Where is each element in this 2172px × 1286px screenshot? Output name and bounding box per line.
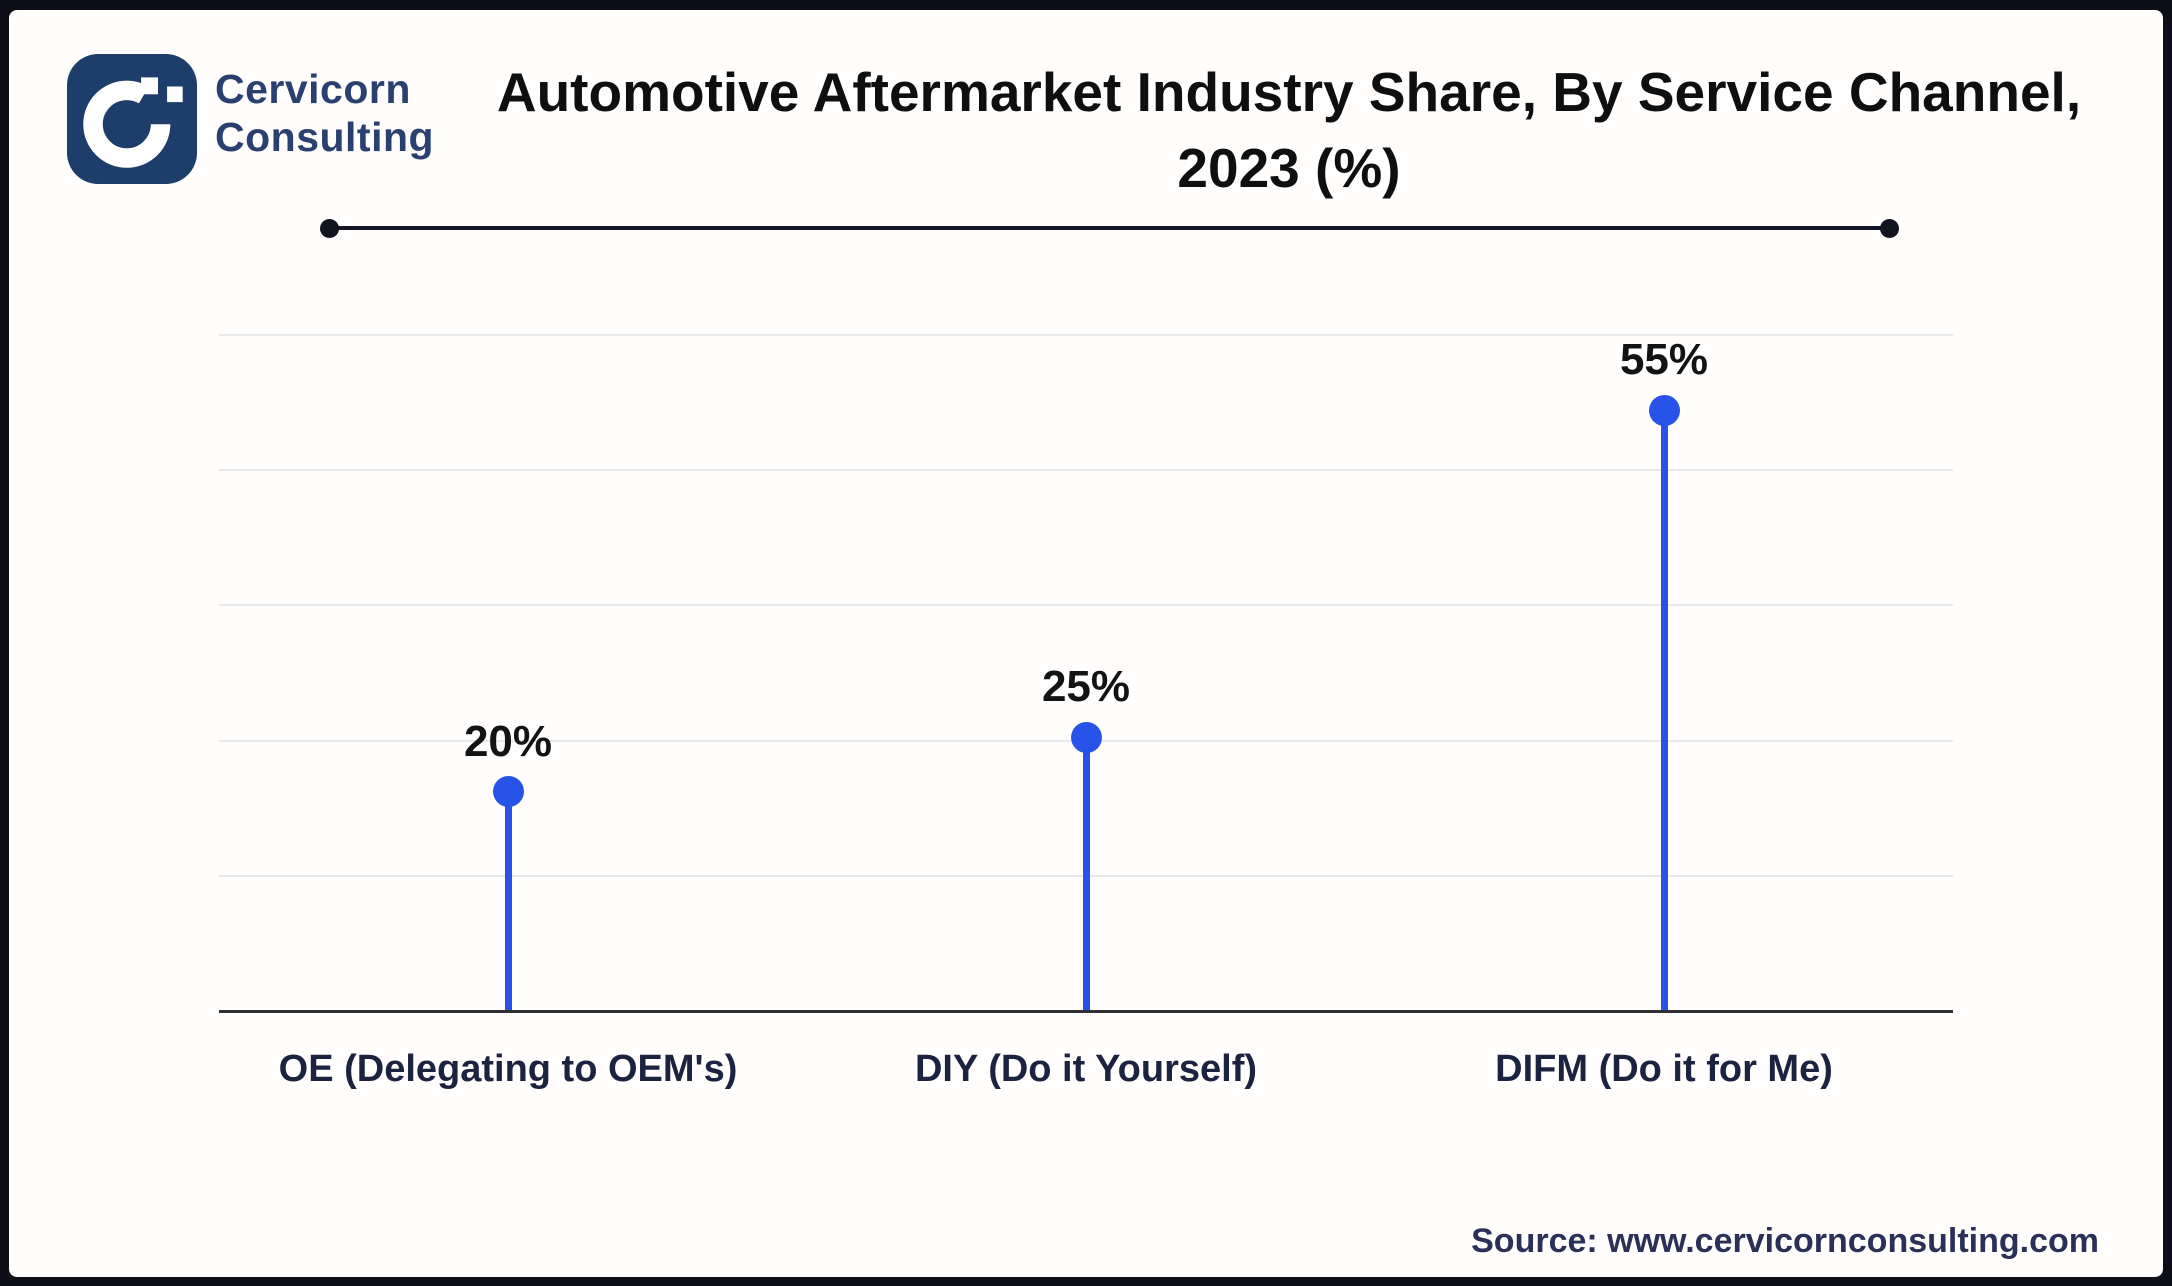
lollipop-stem (1660, 410, 1668, 1010)
category-label: DIY (Do it Yourself) (914, 1048, 1258, 1090)
divider-left-dot (320, 219, 339, 238)
infographic-canvas: Cervicorn Consulting Automotive Aftermar… (9, 10, 2163, 1277)
gridline (219, 334, 1953, 336)
gridline (219, 604, 1953, 607)
value-label: 25% (1041, 662, 1131, 712)
value-label: 20% (463, 716, 553, 766)
title-line2: 2023 (%) (1177, 137, 1401, 199)
cervicorn-logo-icon (67, 54, 197, 184)
x-axis-line (219, 1010, 1953, 1013)
gridline (219, 469, 1953, 472)
title-line1: Automotive Aftermarket Industry Share, B… (496, 61, 2082, 123)
lollipop-stem (1082, 737, 1090, 1010)
value-label: 55% (1619, 335, 1709, 385)
lollipop-dot (1648, 394, 1680, 426)
page-title: Automotive Aftermarket Industry Share, B… (439, 54, 2139, 206)
source-text: Source: www.cervicornconsulting.com (1471, 1222, 2099, 1260)
category-label: DIFM (Do it for Me) (1495, 1048, 1833, 1090)
title-divider-line (329, 226, 1889, 230)
brand-line2: Consulting (215, 114, 435, 160)
lollipop-stem (504, 791, 512, 1010)
brand-wordmark: Cervicorn Consulting (215, 65, 434, 161)
chart-plot-area: 20% OE (Delegating to OEM's) 25% DIY (Do it… (219, 334, 1953, 1090)
lollipop-dot (492, 776, 524, 808)
brand-line1: Cervicorn (215, 66, 411, 112)
divider-right-dot (1880, 219, 1899, 238)
lollipop-dot (1070, 721, 1102, 753)
category-label: OE (Delegating to OEM's) (278, 1048, 738, 1090)
